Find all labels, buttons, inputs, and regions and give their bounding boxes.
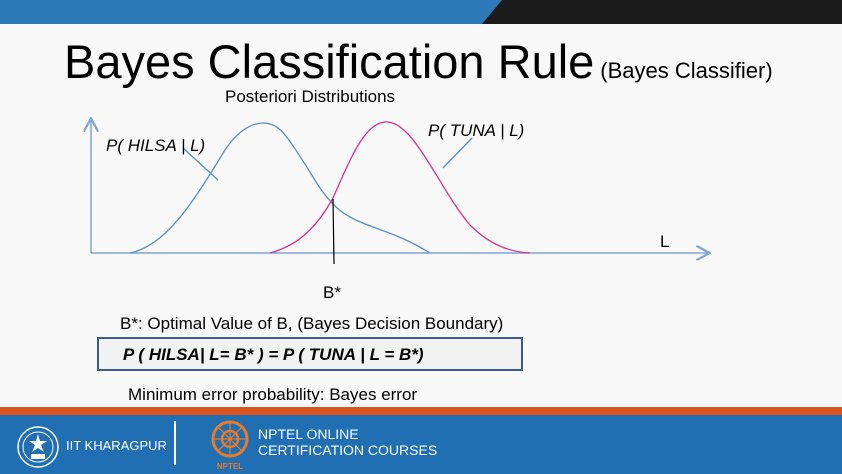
hilsa-label: P( HILSA | L): [106, 136, 206, 155]
axis-label-l: L: [660, 232, 670, 251]
diagram-subtitle: Posteriori Distributions: [225, 87, 396, 106]
equation-text: P ( HILSA| L= B* ) = P ( TUNA | L = B*): [123, 345, 424, 364]
institute-name: IIT KHARAGPUR: [66, 438, 167, 453]
tuna-label: P( TUNA | L): [428, 121, 525, 140]
nptel-logo-text: NPTEL: [217, 462, 243, 471]
hilsa-curve: [129, 122, 431, 254]
top-bar-dark: [482, 0, 842, 24]
title-main: Bayes Classification Rule: [64, 35, 595, 88]
slide-title: Bayes Classification Rule (Bayes Classifi…: [64, 34, 773, 89]
boundary-label: B*: [323, 283, 341, 302]
nptel-logo-icon: NPTEL: [211, 420, 249, 471]
tuna-pointer: [442, 137, 473, 169]
equation-box: P ( HILSA| L= B* ) = P ( TUNA | L = B*): [97, 337, 523, 371]
hilsa-pointer: [182, 147, 219, 181]
footer-accent-strip: [0, 407, 842, 415]
footer: IIT KHARAGPUR NPTEL NPTEL ONLINE CERTIFI…: [0, 415, 842, 474]
tuna-curve: [269, 121, 531, 254]
course-line-1: NPTEL ONLINE: [258, 426, 359, 442]
course-line-2: CERTIFICATION COURSES: [258, 442, 438, 458]
footer-separator: [174, 421, 176, 465]
boundary-note: B*: Optimal Value of B, (Bayes Decision …: [120, 314, 504, 333]
title-suffix: (Bayes Classifier): [600, 58, 773, 83]
bayes-error-note: Minimum error probability: Bayes error: [128, 385, 418, 404]
boundary-line: [332, 198, 335, 265]
iit-logo-icon: [17, 426, 59, 468]
